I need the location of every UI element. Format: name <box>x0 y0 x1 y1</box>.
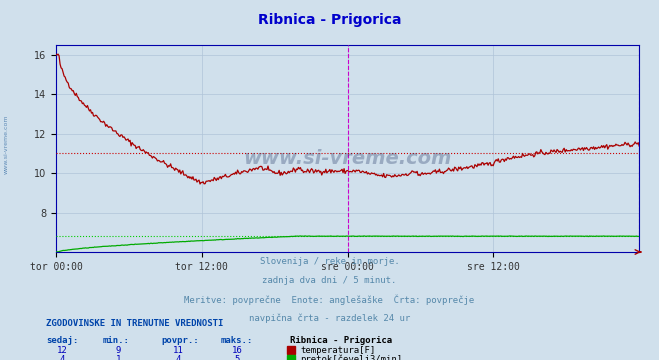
Text: 4: 4 <box>175 355 181 360</box>
Text: sedaj:: sedaj: <box>46 336 78 345</box>
Text: maks.:: maks.: <box>221 336 253 345</box>
Text: 12: 12 <box>57 346 68 355</box>
Text: Meritve: povprečne  Enote: anglešaške  Črta: povprečje: Meritve: povprečne Enote: anglešaške Črt… <box>185 295 474 305</box>
Text: 4: 4 <box>60 355 65 360</box>
Text: pretok[čevelj3/min]: pretok[čevelj3/min] <box>301 355 403 360</box>
Text: povpr.:: povpr.: <box>161 336 199 345</box>
Text: 5: 5 <box>235 355 240 360</box>
Text: Ribnica - Prigorica: Ribnica - Prigorica <box>258 13 401 27</box>
Text: temperatura[F]: temperatura[F] <box>301 346 376 355</box>
Text: zadnja dva dni / 5 minut.: zadnja dva dni / 5 minut. <box>262 276 397 285</box>
Text: 16: 16 <box>232 346 243 355</box>
Text: Slovenija / reke in morje.: Slovenija / reke in morje. <box>260 257 399 266</box>
Text: 9: 9 <box>116 346 121 355</box>
Text: Ribnica - Prigorica: Ribnica - Prigorica <box>290 336 392 345</box>
Text: www.si-vreme.com: www.si-vreme.com <box>243 149 452 168</box>
Text: 11: 11 <box>173 346 183 355</box>
Text: min.:: min.: <box>102 336 129 345</box>
Text: navpična črta - razdelek 24 ur: navpična črta - razdelek 24 ur <box>249 314 410 323</box>
Text: www.si-vreme.com: www.si-vreme.com <box>4 114 9 174</box>
Text: ZGODOVINSKE IN TRENUTNE VREDNOSTI: ZGODOVINSKE IN TRENUTNE VREDNOSTI <box>46 319 223 328</box>
Text: 1: 1 <box>116 355 121 360</box>
